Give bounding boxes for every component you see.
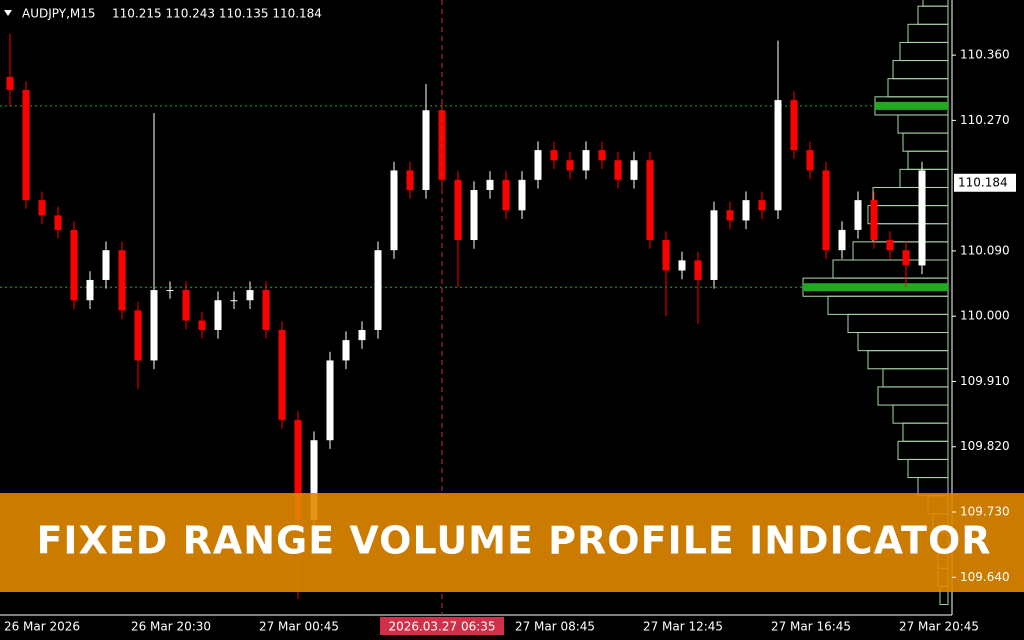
candle-body xyxy=(246,290,254,301)
candle-body xyxy=(70,229,78,301)
y-tick-label: 110.270 xyxy=(960,113,1010,127)
crosshair-time: 2026.03.27 06:35 xyxy=(388,620,495,634)
candle-body xyxy=(262,290,270,330)
y-tick-label: 109.640 xyxy=(960,570,1010,584)
candle-body xyxy=(214,300,222,330)
candle-body xyxy=(134,310,142,361)
candle-body xyxy=(646,160,654,241)
header-ohlc: 110.215 110.243 110.135 110.184 xyxy=(112,7,322,21)
y-tick-label: 109.820 xyxy=(960,439,1010,453)
candle-body xyxy=(614,160,622,180)
candle-body xyxy=(790,100,798,151)
candle-body xyxy=(534,150,542,180)
crosshair-label-bg xyxy=(380,617,504,635)
x-tick-label: 27 Mar 20:45 xyxy=(899,620,979,634)
candle-body xyxy=(86,279,94,301)
candle-body xyxy=(102,250,110,280)
candle-body xyxy=(822,170,830,251)
candle-body xyxy=(758,200,766,211)
candle-body xyxy=(662,240,670,271)
candle-body xyxy=(150,290,158,361)
candle-body xyxy=(918,170,926,266)
candle-body xyxy=(630,160,638,180)
candle-body xyxy=(742,200,750,221)
candle-body xyxy=(710,210,718,280)
candle-body xyxy=(806,150,814,171)
candle-body xyxy=(358,329,366,341)
candle-body xyxy=(838,229,846,251)
candle-body xyxy=(294,419,302,520)
candle-body xyxy=(22,89,30,201)
candle-body xyxy=(54,215,62,230)
candle-body xyxy=(422,110,430,191)
y-tick-label: 110.360 xyxy=(960,48,1010,62)
candle-body xyxy=(118,250,126,311)
x-tick-label: 27 Mar 12:45 xyxy=(643,620,723,634)
banner-text: FIXED RANGE VOLUME PROFILE INDICATOR xyxy=(36,519,991,563)
candle-body xyxy=(694,260,702,280)
plot xyxy=(0,0,949,605)
candle-body xyxy=(310,440,318,520)
candle-body xyxy=(774,100,782,211)
candle-body xyxy=(278,329,286,420)
candle-body xyxy=(182,290,190,321)
candle-body xyxy=(390,170,398,251)
candle-body xyxy=(550,150,558,161)
candle-body xyxy=(854,200,862,230)
candle-body xyxy=(582,150,590,171)
y-tick-label: 110.000 xyxy=(960,309,1010,323)
candle-body xyxy=(502,179,510,211)
poc-bar xyxy=(803,283,948,292)
candle-body xyxy=(902,250,910,266)
current-price-label: 110.184 xyxy=(958,175,1008,189)
y-tick-label: 109.910 xyxy=(960,374,1010,388)
candle-body xyxy=(870,200,878,241)
candle-body xyxy=(406,170,414,191)
candle-body xyxy=(678,260,686,271)
x-tick-label: 26 Mar 2026 xyxy=(4,620,80,634)
x-tick-label: 26 Mar 20:30 xyxy=(131,620,211,634)
candle-body xyxy=(38,200,46,216)
candle-body xyxy=(166,290,174,292)
candle-body xyxy=(326,360,334,441)
current-price-box xyxy=(954,173,1016,192)
candle-body xyxy=(230,300,238,302)
candle-body xyxy=(198,320,206,330)
candle-body xyxy=(470,190,478,241)
y-tick-label: 110.090 xyxy=(960,243,1010,257)
symbol: AUDJPY,M15 xyxy=(22,7,96,21)
candle-body xyxy=(454,179,462,241)
poc-bar xyxy=(875,101,948,110)
y-tick-label: 109.730 xyxy=(960,505,1010,519)
candle-body xyxy=(6,76,14,90)
candle-body xyxy=(598,150,606,161)
candle-body xyxy=(486,179,494,191)
candle-body xyxy=(374,250,382,330)
candle-body xyxy=(342,340,350,361)
menu-triangle xyxy=(4,10,12,16)
banner-bg xyxy=(0,493,1024,592)
x-tick-label: 27 Mar 00:45 xyxy=(259,620,339,634)
candle-body xyxy=(518,179,526,211)
x-tick-label: 27 Mar 16:45 xyxy=(771,620,851,634)
x-tick-label: 27 Mar 08:45 xyxy=(515,620,595,634)
candle-body xyxy=(886,240,894,251)
candle-body xyxy=(566,160,574,171)
candle-body xyxy=(726,210,734,221)
